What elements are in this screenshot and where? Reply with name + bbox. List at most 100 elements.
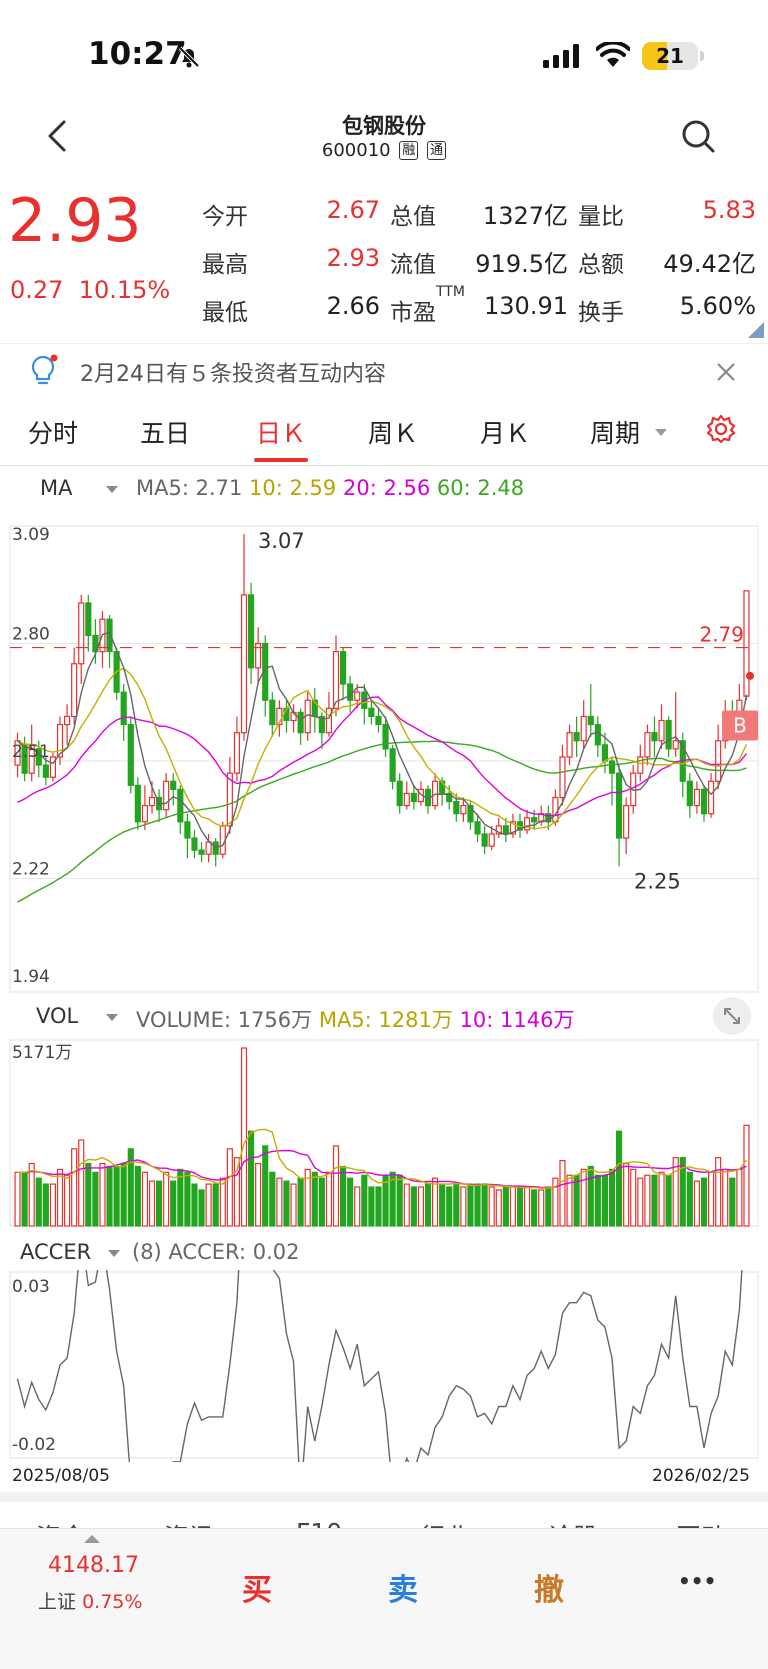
section-tab-industry[interactable]: 行业 xyxy=(420,1518,470,1528)
trade-bar: 4148.17 上证 0.75% 买 卖 撤 ••• xyxy=(0,1528,768,1669)
volume-bar xyxy=(488,1186,495,1227)
cancel-button[interactable]: 撤 xyxy=(534,1573,564,1608)
ma-dropdown-icon[interactable] xyxy=(106,486,118,494)
date-end: 2026/02/25 xyxy=(652,1466,750,1486)
change-amount: 0.27 xyxy=(10,276,64,304)
period-tabs: 分时 五日 日Ｋ 周Ｋ 月Ｋ 周期 xyxy=(0,400,768,466)
section-tab-forum[interactable]: 论股 xyxy=(548,1518,598,1528)
index-change: 0.75% xyxy=(82,1591,143,1613)
candle-body xyxy=(623,805,630,839)
vol-axis-max: 5171万 xyxy=(12,1043,72,1063)
section-tab-funds[interactable]: 资金 xyxy=(36,1518,86,1528)
candle-body xyxy=(332,651,340,709)
vol-ma5-value: MA5: 1281万 xyxy=(318,1008,453,1032)
tab-period[interactable]: 周期 xyxy=(590,419,641,448)
price-tick: 2.51 xyxy=(12,742,50,762)
candle-body xyxy=(375,715,382,726)
expand-icon[interactable] xyxy=(712,996,752,1036)
stat-value: 2.67 xyxy=(326,196,380,224)
candle-body xyxy=(198,849,205,855)
candle-body xyxy=(163,780,170,811)
vol-label: VOL xyxy=(36,1004,79,1028)
candle-body xyxy=(297,711,304,734)
volume-bar xyxy=(531,1189,538,1227)
volume-bar xyxy=(672,1157,679,1227)
chevron-down-icon xyxy=(655,429,667,436)
tab-monthly-k[interactable]: 月Ｋ xyxy=(480,419,531,448)
candle-body xyxy=(481,833,488,847)
volume-value: VOLUME: 1756万 xyxy=(136,1008,313,1032)
index-value[interactable]: 4148.17 xyxy=(48,1553,139,1578)
section-tab-interact[interactable]: 互动 xyxy=(676,1518,726,1528)
stat-value: 5.60% xyxy=(679,292,756,320)
candle-body xyxy=(446,792,453,803)
candle-body xyxy=(559,756,566,799)
volume-bar xyxy=(85,1162,92,1227)
stat-value: 2.93 xyxy=(326,244,380,272)
tab-weekly-k[interactable]: 周Ｋ xyxy=(368,419,419,448)
candle-body xyxy=(615,772,623,839)
volume-bar xyxy=(424,1183,432,1227)
stock-name: 包钢股份 xyxy=(342,114,426,138)
volume-bar xyxy=(49,1183,57,1227)
volume-bar xyxy=(545,1186,552,1227)
battery-level: 21 xyxy=(656,44,684,68)
volume-bar xyxy=(134,1165,141,1227)
ma-indicator-row[interactable]: MA xyxy=(40,476,72,500)
volume-bar xyxy=(516,1186,524,1227)
volume-bar xyxy=(467,1183,474,1227)
candle-body xyxy=(658,719,665,742)
volume-bar xyxy=(63,1174,71,1227)
battery-icon: 21 xyxy=(642,42,698,70)
candle-body xyxy=(177,788,184,823)
volume-bar xyxy=(262,1145,269,1227)
candle-body xyxy=(85,602,92,637)
candlestick-chart[interactable]: 2.79 3.09 2.80 2.51 2.22 1.94 3.07 2.25 B xyxy=(0,508,768,994)
lightbulb-icon xyxy=(31,354,58,385)
candle-body xyxy=(389,748,396,782)
vol-indicator-row[interactable]: VOL xyxy=(36,1004,78,1028)
volume-bar xyxy=(375,1186,382,1227)
volume-bar xyxy=(191,1183,198,1227)
candle-body xyxy=(700,788,708,815)
more-button[interactable]: ••• xyxy=(678,1569,717,1593)
back-icon[interactable] xyxy=(46,118,68,154)
accer-indicator-row[interactable]: ACCER xyxy=(20,1240,91,1264)
candle-body xyxy=(92,634,99,653)
buy-button[interactable]: 买 xyxy=(242,1573,272,1608)
close-icon[interactable] xyxy=(714,360,738,384)
index-row[interactable]: 上证 0.75% xyxy=(38,1587,142,1614)
volume-bar xyxy=(106,1165,113,1227)
gear-icon[interactable] xyxy=(706,414,736,444)
tab-five-day[interactable]: 五日 xyxy=(140,419,191,448)
vol-ma10-value: 10: 1146万 xyxy=(459,1008,575,1032)
notice-bar[interactable]: 2月24日有５条投资者互动内容 xyxy=(0,343,768,397)
ma60-value: 60: 2.48 xyxy=(436,476,525,500)
margin-badge: 融 xyxy=(399,141,419,160)
stat-label: 流值 xyxy=(390,252,436,278)
volume-bar xyxy=(205,1183,212,1227)
volume-bar xyxy=(113,1165,120,1227)
candle-body xyxy=(644,732,651,758)
sell-button[interactable]: 卖 xyxy=(388,1573,418,1608)
volume-bar xyxy=(580,1168,587,1227)
tab-daily-k[interactable]: 日Ｋ xyxy=(256,419,307,448)
section-tab-f10[interactable]: F10 xyxy=(296,1518,342,1528)
candle-body xyxy=(42,764,49,778)
stat-label-sup: TTM xyxy=(436,284,465,300)
candle-body xyxy=(715,740,722,782)
accer-chart[interactable]: 0.03 -0.02 xyxy=(0,1270,768,1462)
caret-up-icon xyxy=(84,1535,100,1543)
tab-intraday[interactable]: 分时 xyxy=(28,419,79,448)
search-icon[interactable] xyxy=(680,118,716,154)
volume-bar xyxy=(35,1177,42,1227)
volume-bar xyxy=(120,1162,127,1227)
volume-chart[interactable]: 5171万 xyxy=(0,1036,768,1232)
accer-dropdown-icon[interactable] xyxy=(108,1250,120,1258)
volume-bar xyxy=(354,1186,361,1227)
section-tab-news[interactable]: 资讯 xyxy=(164,1518,214,1528)
vol-dropdown-icon[interactable] xyxy=(106,1014,118,1022)
volume-bar xyxy=(304,1168,311,1227)
accer-axis-max: 0.03 xyxy=(12,1277,50,1297)
price-tick: 2.80 xyxy=(12,625,50,645)
